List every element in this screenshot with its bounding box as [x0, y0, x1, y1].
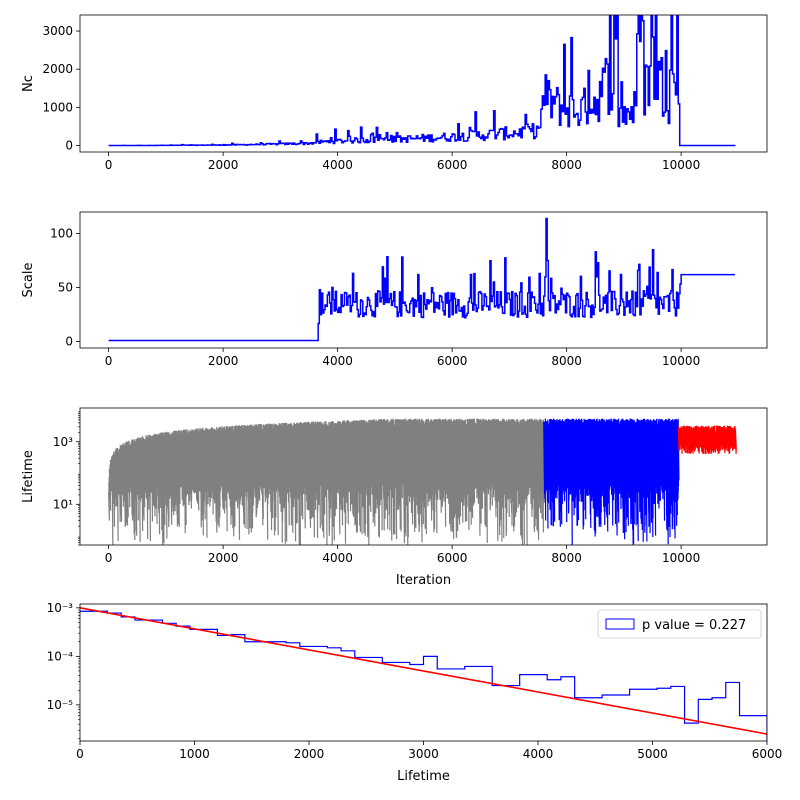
x-tick-label: 0: [105, 551, 113, 565]
y-tick-label: 3000: [42, 24, 73, 38]
axes-frame: [79, 211, 768, 349]
x-tick-label: 10000: [662, 158, 700, 172]
y-tick-label: 10¹: [53, 497, 73, 511]
y-tick-label: 0: [65, 335, 73, 349]
y-tick-label: 10⁻³: [47, 601, 74, 615]
axes-frame: [79, 14, 768, 153]
y-tick-label: 2000: [42, 62, 73, 76]
scale-series-line: [108, 217, 735, 342]
x-tick-label: 10000: [662, 551, 700, 565]
x-tick-label: 6000: [437, 158, 468, 172]
scale-panel: 0 2000 4000 6000 8000 10000 0 50 100 Scale: [21, 211, 768, 368]
y-tick-label: 10³: [53, 435, 73, 449]
y-axis-label: Scale: [21, 263, 36, 298]
x-tick-label: 2000: [208, 158, 239, 172]
axes-frame: [79, 603, 768, 742]
x-tick-label: 6000: [437, 354, 468, 368]
legend-label: p value = 0.227: [642, 618, 746, 633]
y-tick-label: 100: [50, 227, 73, 241]
y-tick-label: 1000: [42, 100, 73, 114]
x-tick-label: 4000: [322, 551, 353, 565]
x-tick-label: 2000: [208, 354, 239, 368]
y-tick-label: 10⁻⁵: [47, 698, 74, 712]
legend: p value = 0.227: [597, 609, 762, 639]
fit-line: [80, 607, 767, 735]
y-tick-label: 50: [58, 281, 73, 295]
x-tick-label: 0: [105, 354, 113, 368]
x-tick-label: 3000: [408, 747, 439, 761]
x-tick-label: 10000: [662, 354, 700, 368]
nc-panel: 0 2000 4000 6000 8000 10000 0 1000 2000 3000 Nc: [21, 14, 768, 172]
x-tick-label: 0: [105, 158, 113, 172]
axes-frame: [79, 407, 768, 546]
lifetime-series-1: [543, 418, 680, 545]
y-tick-label: 0: [65, 139, 73, 153]
y-axis-label: Nc: [21, 75, 36, 92]
lifetime-series-0: [108, 418, 546, 545]
x-tick-label: 8000: [551, 158, 582, 172]
x-tick-label: 8000: [551, 354, 582, 368]
legend-box: [597, 609, 762, 639]
x-tick-label: 1000: [179, 747, 210, 761]
x-tick-label: 5000: [637, 747, 668, 761]
lifetime-series-2: [677, 425, 737, 455]
x-tick-label: 6000: [437, 551, 468, 565]
x-axis-label: Iteration: [396, 573, 451, 588]
legend-swatch: [605, 618, 635, 630]
y-tick-label: 10⁻⁴: [47, 649, 74, 663]
x-tick-label: 6000: [752, 747, 783, 761]
x-tick-label: 8000: [551, 551, 582, 565]
x-axis-label: Lifetime: [397, 769, 450, 784]
lifetime-histogram-panel: 0 1000 2000 3000 4000 5000 6000 10⁻⁵ 10⁻⁴ 10⁻³ Lif…: [47, 601, 783, 784]
nc-series-line: [108, 15, 736, 147]
x-tick-label: 2000: [208, 551, 239, 565]
x-tick-label: 0: [76, 747, 84, 761]
x-tick-label: 4000: [322, 354, 353, 368]
y-axis-label: Lifetime: [21, 450, 36, 503]
lifetime-trace-panel: 0 2000 4000 6000 8000 10000 10¹ 10³ Lifetime Iter…: [21, 407, 768, 588]
x-tick-label: 2000: [294, 747, 325, 761]
x-tick-label: 4000: [322, 158, 353, 172]
x-tick-label: 4000: [523, 747, 554, 761]
